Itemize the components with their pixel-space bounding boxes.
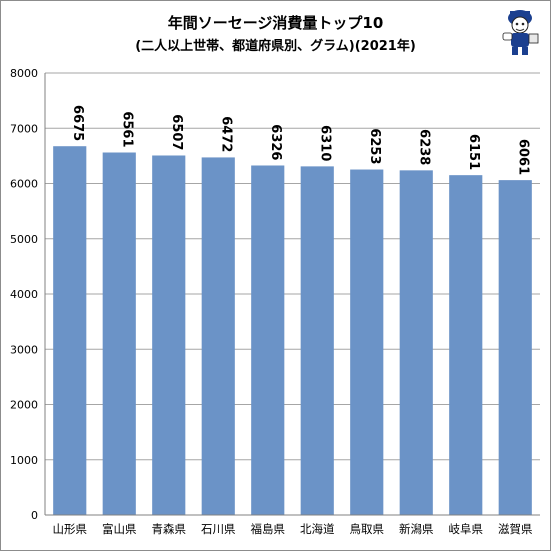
data-label: 6151 xyxy=(466,134,481,170)
x-tick-label: 新潟県 xyxy=(399,522,434,536)
data-labels: 6675 6561 6507 6472 6326 6310 6253 6238 6151 6061 xyxy=(70,105,531,175)
bar xyxy=(102,152,136,515)
data-label: 6061 xyxy=(515,139,530,175)
bars xyxy=(53,146,532,516)
x-tick-label: 石川県 xyxy=(201,522,236,536)
x-tick-label: 鳥取県 xyxy=(350,522,385,536)
y-tick-label: 2000 xyxy=(10,399,38,412)
data-label: 6326 xyxy=(268,124,283,160)
x-tick-label: 北海道 xyxy=(300,522,335,536)
data-label: 6675 xyxy=(70,105,85,141)
bar xyxy=(498,180,532,515)
bar xyxy=(449,175,483,515)
y-tick-label: 3000 xyxy=(10,343,38,356)
chart-subtitle: (二人以上世帯、都道府県別、グラム)(2021年) xyxy=(135,39,416,54)
data-label: 6253 xyxy=(367,128,382,164)
x-tick-label: 富山県 xyxy=(102,522,137,536)
y-tick-label: 7000 xyxy=(10,122,38,135)
bar xyxy=(53,146,87,516)
y-tick-label: 6000 xyxy=(10,178,38,191)
y-tick-label: 4000 xyxy=(10,288,38,301)
data-label: 6310 xyxy=(317,125,332,161)
bar xyxy=(399,170,433,515)
mascot-logo xyxy=(502,10,539,55)
x-tick-label: 岐阜県 xyxy=(449,522,484,536)
bar xyxy=(201,157,235,515)
x-tick-label: 山形県 xyxy=(53,522,88,536)
y-tick-label: 8000 xyxy=(10,67,38,80)
bar xyxy=(350,169,384,516)
y-tick-label: 5000 xyxy=(10,233,38,246)
x-axis: 山形県 富山県 青森県 石川県 福島県 北海道 鳥取県 新潟県 岐阜県 滋賀県 xyxy=(45,514,540,536)
x-tick-label: 福島県 xyxy=(251,522,286,536)
bar xyxy=(251,165,285,515)
x-tick-label: 青森県 xyxy=(152,522,187,536)
y-tick-label: 0 xyxy=(31,509,38,522)
chart-title: 年間ソーセージ消費量トップ10 xyxy=(167,14,384,32)
data-label: 6561 xyxy=(119,111,134,147)
data-label: 6238 xyxy=(416,129,431,165)
data-label: 6507 xyxy=(169,114,184,150)
y-tick-label: 1000 xyxy=(10,454,38,467)
bar xyxy=(152,155,186,515)
y-axis: 0 1000 2000 3000 4000 5000 6000 7000 8000 xyxy=(10,67,46,522)
bar xyxy=(300,166,334,515)
x-tick-label: 滋賀県 xyxy=(498,522,533,536)
data-label: 6472 xyxy=(218,116,233,152)
